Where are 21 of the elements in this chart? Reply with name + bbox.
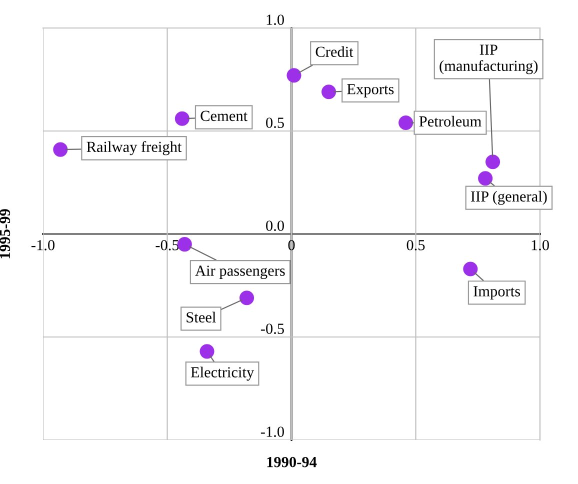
annotation: Steel <box>186 312 216 323</box>
y-tick-label: -0.5 <box>260 324 284 334</box>
y-axis-title: 1995-99 <box>0 209 10 258</box>
annotation: Petroleum <box>419 116 482 127</box>
y-tick-label: 0.0 <box>266 220 284 231</box>
annotation: Credit <box>316 46 354 57</box>
x-tick-label: -1.0 <box>31 240 55 250</box>
y-tick-label: 1.0 <box>266 14 284 25</box>
annotation: Railway freight <box>86 141 182 156</box>
annotation: Imports <box>474 286 520 300</box>
x-tick-label: 1.0 <box>532 240 549 250</box>
x-axis-title: 1990-94 <box>267 456 317 468</box>
annotation: IIP (general) <box>470 190 547 205</box>
annotation: Exports <box>347 84 394 98</box>
annotation: Electricity <box>190 366 254 381</box>
annotation: Cement <box>200 110 248 122</box>
annotation: IIP (manufacturing) <box>440 44 538 74</box>
annotation: Air passengers <box>195 266 285 280</box>
x-tick-label: 0.5 <box>406 240 425 250</box>
y-tick-label: 0.5 <box>266 118 284 128</box>
y-tick-label: -1.0 <box>260 426 284 437</box>
